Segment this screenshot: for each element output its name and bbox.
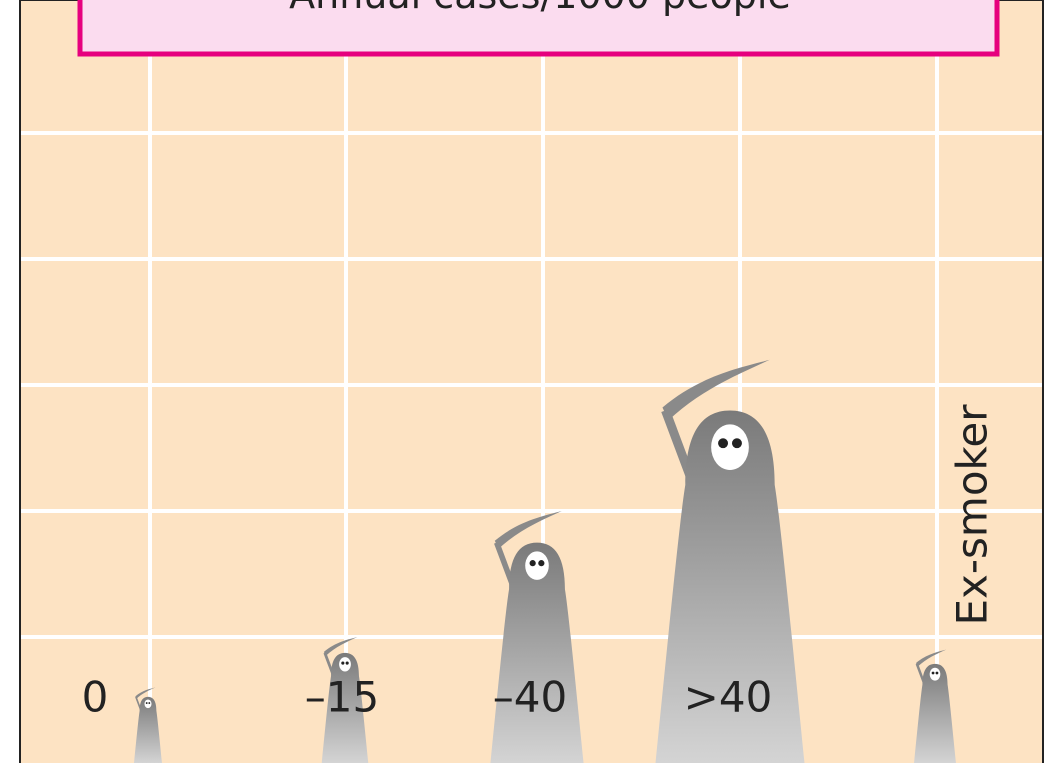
- chart-title: Annual cases/1000 people: [289, 0, 791, 17]
- category-label: 0: [82, 673, 109, 722]
- category-label: –15: [305, 673, 379, 722]
- category-label: Ex-smoker: [948, 404, 997, 626]
- category-label: >40: [684, 673, 773, 722]
- category-label: –40: [493, 673, 567, 722]
- chart: Annual cases/1000 people 0 –15 –40 >40 Ex-sm…: [0, 0, 1063, 763]
